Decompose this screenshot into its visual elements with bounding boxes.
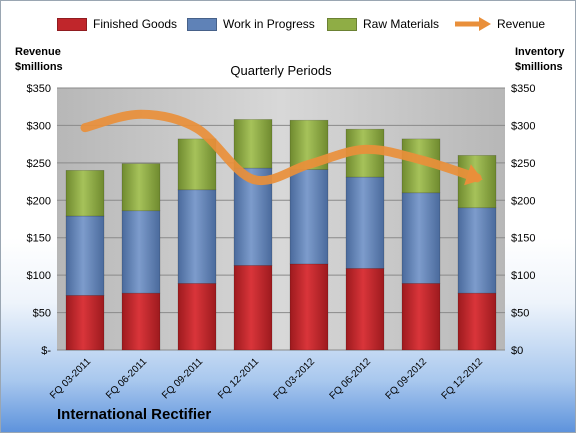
right-axis-title-line2: $millions bbox=[515, 61, 563, 73]
right-tick-label: $0 bbox=[511, 345, 523, 357]
legend-item-raw: Raw Materials bbox=[327, 11, 439, 37]
bar-raw-materials bbox=[121, 163, 161, 212]
left-axis-title-line1: Revenue bbox=[15, 46, 61, 58]
x-ticks: FQ 03-2011 FQ 06-2011 FQ 09-2011 FQ 12-2011… bbox=[48, 356, 485, 402]
right-tick-label: $50 bbox=[511, 308, 529, 320]
revenue-arrowhead bbox=[464, 164, 483, 186]
left-axis-title-line2: $millions bbox=[15, 61, 63, 73]
revenue-curve bbox=[80, 109, 482, 186]
bar-finished-goods bbox=[233, 265, 273, 351]
left-y-ticks: $- $50 $100 $150 $200 $250 $300 $350 bbox=[27, 83, 52, 357]
bar-raw-materials bbox=[177, 138, 217, 191]
bar-work-in-progress bbox=[177, 189, 217, 284]
legend-swatch-wip bbox=[187, 17, 217, 31]
revenue-line bbox=[80, 109, 483, 186]
legend-label-finished: Finished Goods bbox=[93, 17, 178, 31]
company-name: International Rectifier bbox=[57, 406, 212, 423]
x-tick-label: FQ 03-2011 bbox=[48, 356, 93, 401]
bar-work-in-progress bbox=[401, 192, 441, 284]
left-tick-label: $- bbox=[41, 345, 51, 357]
bar-finished-goods bbox=[177, 283, 217, 351]
x-tick-label: FQ 09-2011 bbox=[160, 356, 205, 401]
legend-label-revenue: Revenue bbox=[497, 17, 546, 31]
legend-swatch-finished bbox=[57, 17, 87, 31]
right-tick-label: $150 bbox=[511, 233, 535, 245]
right-tick-label: $100 bbox=[511, 270, 535, 282]
legend-item-finished: Finished Goods bbox=[57, 11, 177, 37]
bar-raw-materials bbox=[65, 170, 105, 217]
bar-raw-materials bbox=[233, 119, 273, 169]
right-y-ticks: $0 $50 $100 $150 $200 $250 $300 $350 bbox=[511, 83, 535, 357]
bar-work-in-progress bbox=[345, 176, 385, 269]
x-tick-label: FQ 06-2012 bbox=[328, 356, 374, 402]
bar-work-in-progress bbox=[65, 215, 105, 296]
bar-finished-goods bbox=[345, 268, 385, 351]
bar-finished-goods bbox=[289, 263, 329, 351]
right-tick-label: $350 bbox=[511, 83, 535, 95]
left-tick-label: $150 bbox=[27, 233, 51, 245]
legend: Finished Goods Work in Progress Raw Mate… bbox=[1, 11, 575, 37]
bar-finished-goods bbox=[401, 283, 441, 351]
right-tick-label: $200 bbox=[511, 195, 535, 207]
chart-title: Quarterly Periods bbox=[230, 63, 332, 78]
right-tick-label: $300 bbox=[511, 120, 535, 132]
bar-work-in-progress bbox=[457, 207, 497, 294]
right-tick-label: $250 bbox=[511, 158, 535, 170]
legend-label-wip: Work in Progress bbox=[223, 17, 315, 31]
left-tick-label: $100 bbox=[27, 270, 51, 282]
bar-work-in-progress bbox=[121, 210, 161, 294]
legend-item-revenue: Revenue bbox=[453, 11, 545, 37]
left-tick-label: $200 bbox=[27, 195, 51, 207]
bars bbox=[65, 119, 497, 351]
legend-swatch-raw bbox=[327, 17, 357, 31]
x-tick-label: FQ 03-2012 bbox=[272, 356, 318, 402]
bar-finished-goods bbox=[65, 295, 105, 351]
right-axis-title: Inventory $millions bbox=[515, 45, 565, 75]
x-tick-label: FQ 09-2012 bbox=[384, 356, 430, 402]
left-tick-label: $250 bbox=[27, 158, 51, 170]
left-tick-label: $50 bbox=[33, 308, 51, 320]
bar-finished-goods bbox=[457, 292, 497, 351]
x-tick-label: FQ 12-2012 bbox=[440, 356, 486, 402]
legend-label-raw: Raw Materials bbox=[363, 17, 440, 31]
x-tick-label: FQ 12-2011 bbox=[216, 356, 261, 401]
legend-item-wip: Work in Progress bbox=[187, 11, 315, 37]
right-axis-title-line1: Inventory bbox=[515, 46, 565, 58]
x-tick-label: FQ 06-2011 bbox=[104, 356, 149, 401]
legend-arrow-icon bbox=[455, 17, 491, 31]
left-axis-title: Revenue $millions bbox=[15, 45, 63, 75]
left-tick-label: $300 bbox=[27, 120, 51, 132]
bar-work-in-progress bbox=[289, 169, 329, 265]
left-tick-label: $350 bbox=[27, 83, 51, 95]
bar-finished-goods bbox=[121, 292, 161, 351]
